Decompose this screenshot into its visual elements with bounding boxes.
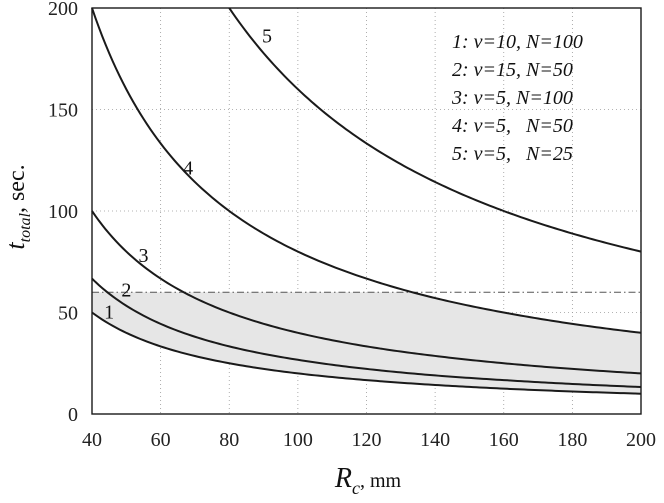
x-tick-label: 140 — [420, 429, 450, 451]
x-tick-label: 200 — [626, 429, 656, 451]
legend-entry-3: 3: v=5, N=100 — [451, 87, 573, 109]
x-tick-label: 60 — [151, 429, 171, 451]
series-1-line — [91, 311, 642, 395]
series-5-line — [228, 7, 642, 253]
series-3-line — [91, 210, 642, 375]
x-tick-label: 40 — [82, 429, 102, 451]
y-axis-label-sub: total — [17, 212, 34, 242]
curves — [91, 7, 642, 395]
series-2-line — [91, 277, 642, 388]
curve-label-5: 5 — [262, 26, 272, 48]
plot-frame — [91, 7, 642, 415]
y-axis-label-unit: , sec. — [4, 164, 30, 213]
x-axis-label-sub: c — [352, 478, 360, 498]
y-tick-label: 150 — [48, 100, 78, 122]
legend: 1: v=10, N=100 2: v=15, N=50 3: v=5, N=100… — [451, 31, 583, 165]
x-tick-label: 180 — [557, 429, 587, 451]
x-axis-label-main: R — [334, 463, 352, 494]
shaded-region — [92, 292, 641, 394]
legend-entry-4: 4: v=5, N=50 — [452, 115, 573, 137]
y-tick-labels: 0 50 100 150 200 — [48, 0, 78, 426]
curve-label-4: 4 — [183, 157, 193, 179]
y-axis-label-main: t — [1, 242, 30, 250]
legend-entry-2: 2: v=15, N=50 — [452, 59, 573, 81]
x-tick-labels: 40 60 80 100 120 140 160 180 200 — [82, 429, 656, 451]
x-axis-label-unit: , mm — [360, 470, 402, 492]
legend-entry-5: 5: v=5, N=25 — [452, 143, 573, 165]
curve-label-2: 2 — [121, 279, 131, 301]
y-tick-label: 100 — [48, 201, 78, 223]
legend-entry-1: 1: v=10, N=100 — [452, 31, 583, 53]
curve-label-3: 3 — [138, 245, 148, 267]
y-tick-label: 0 — [68, 404, 78, 426]
x-axis-label: Rc, mm — [334, 463, 402, 498]
x-tick-label: 100 — [283, 429, 313, 451]
series-4-line — [91, 7, 642, 334]
x-tick-label: 160 — [489, 429, 519, 451]
curve-label-1: 1 — [104, 302, 114, 324]
y-tick-label: 200 — [48, 0, 78, 20]
x-tick-label: 80 — [219, 429, 239, 451]
curve-labels: 123 4 5 — [104, 26, 272, 324]
x-tick-label: 120 — [352, 429, 382, 451]
y-axis-label: ttotal, sec. — [1, 164, 34, 249]
y-tick-label: 50 — [58, 303, 78, 325]
